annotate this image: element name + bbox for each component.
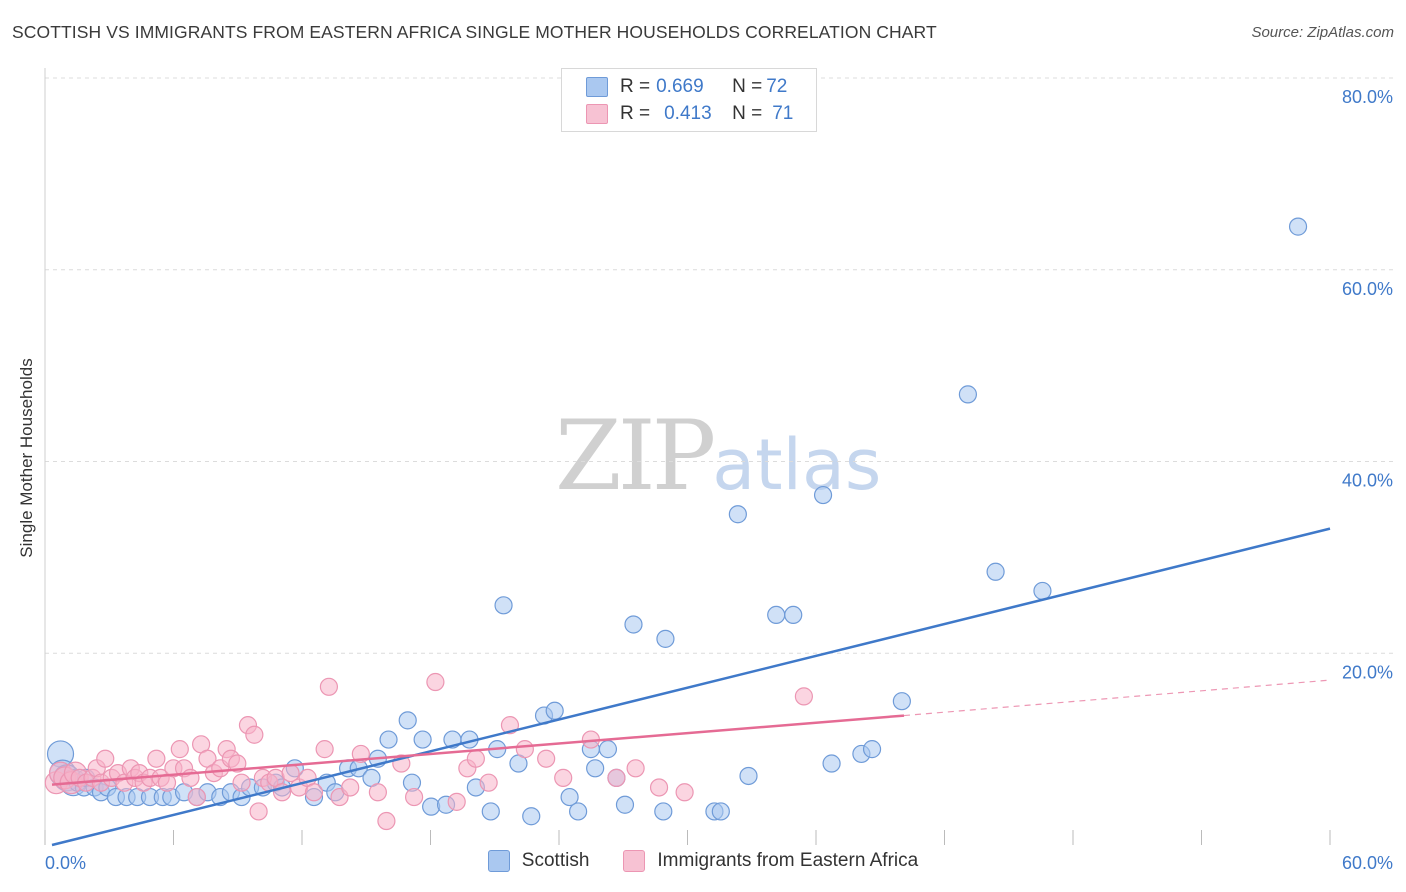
y-tick-label: 60.0% xyxy=(1342,279,1393,299)
eastern-africa-trend-extension xyxy=(903,679,1331,717)
scottish-point xyxy=(813,485,833,505)
scottish-point xyxy=(481,802,500,821)
y-tick-label: 80.0% xyxy=(1342,87,1393,107)
eastern-africa-point xyxy=(405,787,424,807)
legend-n-label: N = xyxy=(732,103,763,124)
scottish-point xyxy=(822,754,841,773)
y-tick-label: 20.0% xyxy=(1342,662,1393,682)
legend-swatch-blue xyxy=(586,77,608,97)
eastern-africa-point xyxy=(377,811,396,831)
x-tick-label: 0.0% xyxy=(45,853,86,873)
source-label: Source: ZipAtlas.com xyxy=(1251,24,1394,41)
eastern-africa-point xyxy=(147,749,166,768)
legend-n-value: 71 xyxy=(772,103,794,124)
scottish-point xyxy=(892,692,911,711)
scottish-point xyxy=(784,605,803,625)
eastern-africa-point xyxy=(304,783,324,802)
scottish-point xyxy=(862,740,882,759)
legend-row-eastern-africa: R = 0.413 N = 71 xyxy=(586,101,793,127)
scottish-point xyxy=(569,802,588,821)
eastern-africa-point xyxy=(249,802,268,821)
chart-title: SCOTTISH VS IMMIGRANTS FROM EASTERN AFRI… xyxy=(12,22,937,42)
eastern-africa-point xyxy=(319,677,338,696)
legend-row-scottish: R = 0.669 N = 72 xyxy=(586,74,787,100)
x-tick-label: 60.0% xyxy=(1342,853,1393,873)
legend-n-label: N = xyxy=(732,76,763,97)
scottish-point xyxy=(422,797,441,816)
eastern-africa-point xyxy=(537,749,556,768)
legend-item-scottish: Scottish xyxy=(487,850,590,872)
eastern-africa-point xyxy=(626,759,645,778)
eastern-africa-point xyxy=(228,754,247,773)
legend-r-value: 0.669 xyxy=(656,76,704,97)
scottish-point xyxy=(958,385,978,404)
eastern-africa-point xyxy=(315,740,334,759)
legend-swatch-pink xyxy=(586,104,608,124)
eastern-africa-point xyxy=(479,773,498,792)
eastern-africa-point xyxy=(368,783,387,802)
eastern-africa-point xyxy=(170,740,189,759)
scottish-point xyxy=(615,795,635,814)
legend-swatch-blue xyxy=(487,850,510,872)
scottish-point xyxy=(598,740,618,759)
scottish-point xyxy=(711,802,730,821)
scottish-point xyxy=(986,562,1005,581)
eastern-africa-point xyxy=(515,740,534,759)
scottish-point xyxy=(767,605,786,625)
eastern-africa-point xyxy=(187,787,206,807)
eastern-africa-point xyxy=(341,778,360,797)
scottish-point xyxy=(728,505,747,524)
legend-swatch-pink xyxy=(623,850,646,872)
y-tick-label: 40.0% xyxy=(1342,471,1393,491)
scottish-point xyxy=(545,701,564,720)
eastern-africa-trend-line xyxy=(51,714,905,786)
scottish-point xyxy=(1033,581,1052,601)
scottish-point xyxy=(1288,217,1308,236)
eastern-africa-point xyxy=(96,749,115,768)
legend-item-eastern-africa: Immigrants from Eastern Africa xyxy=(623,850,918,872)
scottish-point xyxy=(413,730,432,749)
eastern-africa-point xyxy=(466,749,485,768)
eastern-africa-point xyxy=(649,778,669,797)
legend-r-label: R = xyxy=(620,103,651,124)
scottish-point xyxy=(522,807,541,826)
eastern-africa-point xyxy=(447,792,466,811)
scottish-point xyxy=(656,629,675,648)
scottish-point xyxy=(560,787,579,807)
watermark-atlas: atlas xyxy=(712,424,882,506)
scottish-point xyxy=(654,802,673,821)
eastern-africa-point xyxy=(245,725,264,744)
scottish-point xyxy=(739,766,758,786)
scottish-point xyxy=(624,615,643,634)
series-legend: Scottish Immigrants from Eastern Africa xyxy=(0,850,1406,872)
scottish-point xyxy=(494,596,513,615)
legend-n-value: 72 xyxy=(766,76,788,97)
scottish-point xyxy=(379,730,398,749)
eastern-africa-point xyxy=(675,783,694,802)
eastern-africa-point xyxy=(232,773,251,792)
eastern-africa-point xyxy=(426,672,445,692)
legend-r-label: R = xyxy=(620,76,651,97)
scottish-point xyxy=(398,711,417,730)
legend-label-eastern-africa: Immigrants from Eastern Africa xyxy=(657,850,919,871)
eastern-africa-point xyxy=(607,768,626,787)
watermark-zip: ZIP xyxy=(555,400,716,512)
legend-label-scottish: Scottish xyxy=(521,850,590,871)
watermark: ZIPatlas xyxy=(555,400,881,512)
eastern-africa-point xyxy=(554,768,573,787)
scottish-trend-line xyxy=(51,527,1331,847)
scottish-point xyxy=(586,759,605,778)
eastern-africa-point xyxy=(794,687,813,706)
correlation-legend: R = 0.669 N = 72 R = 0.413 N = 71 xyxy=(561,68,817,132)
legend-r-value: 0.413 xyxy=(664,103,712,124)
